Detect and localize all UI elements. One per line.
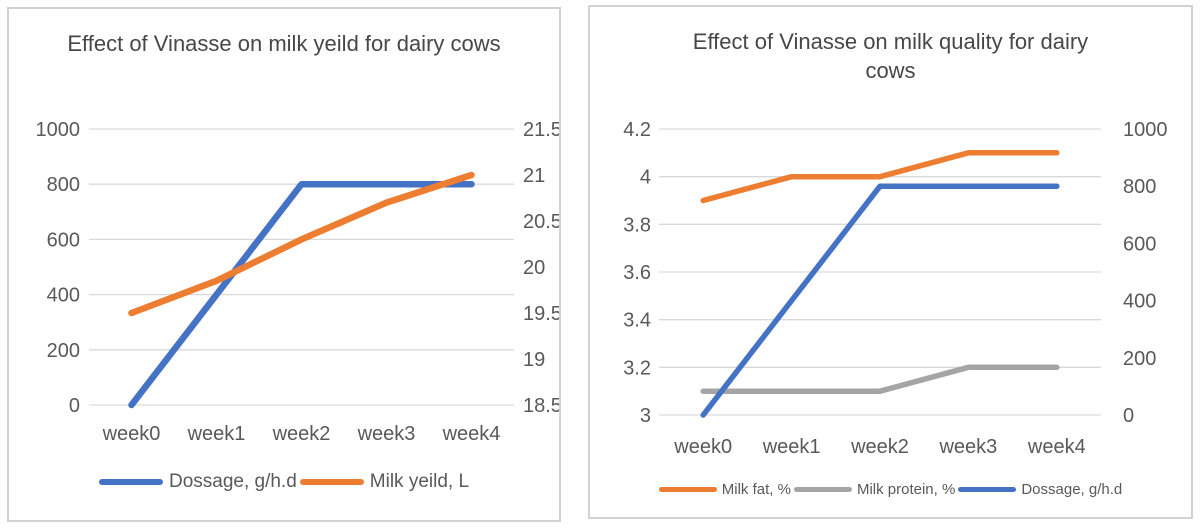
y-axis-right-tick-label: 400 — [1123, 291, 1156, 313]
y-axis-left-tick-label: 3 — [640, 405, 651, 427]
milk-quality-chart-card[interactable]: Effect of Vinasse on milk quality for da… — [588, 5, 1193, 519]
x-axis-tick-label: week0 — [673, 436, 732, 458]
milk-yield-chart-title: Effect of Vinasse on milk yeild for dair… — [67, 31, 501, 56]
x-axis-tick-label: week1 — [762, 436, 821, 458]
y-axis-left-tick-label: 400 — [47, 285, 80, 307]
legend-label: Dossage, g/h.d — [1021, 480, 1123, 498]
y-axis-left-tick-label: 4 — [640, 167, 651, 189]
milk-quality-chart-title: Effect of Vinasse on milk quality for da… — [692, 29, 1089, 83]
legend-item-milk-protein: Milk protein, % — [793, 480, 956, 498]
legend-item-milk-yeild-l: Milk yeild, L — [299, 471, 470, 493]
y-axis-right-tick-label: 0 — [1123, 405, 1134, 427]
x-axis-tick-label: week4 — [442, 423, 501, 445]
y-axis-right-tick-label: 19 — [523, 349, 545, 371]
legend-label: Dossage, g/h.d — [168, 471, 297, 492]
y-axis-right-tick-label: 20 — [523, 257, 545, 279]
x-axis-tick-label: week0 — [102, 423, 161, 445]
milk-quality-plot-area: 4.2 4 3.8 3.6 3.4 3.2 3 1000 800 600 400 200 0 week0 w… — [623, 119, 1168, 458]
y-axis-left-tick-label: 4.2 — [623, 119, 651, 141]
milk-yield-chart-card[interactable]: Effect of Vinasse on milk yeild for dair… — [7, 7, 561, 522]
legend-label: Milk protein, % — [856, 480, 956, 498]
series-line-milk-protein — [700, 364, 1060, 394]
legend-swatch-dossage-g-h-d — [958, 486, 1017, 492]
series-line-milk-fat — [700, 150, 1060, 204]
x-axis-tick-label: week3 — [938, 436, 997, 458]
series-line-milk-yeild-l — [128, 171, 475, 317]
legend-label: Milk fat, % — [721, 480, 791, 498]
y-axis-left-tick-label: 800 — [47, 174, 80, 196]
y-axis-right-tick-label: 20.5 — [523, 211, 559, 233]
y-axis-left-tick-label: 200 — [47, 340, 80, 362]
y-axis-left-tick-label: 3.8 — [623, 214, 651, 236]
y-axis-left-tick-label: 600 — [47, 229, 80, 251]
y-axis-left-tick-label: 3.4 — [623, 310, 651, 332]
y-axis-right-tick-label: 800 — [1123, 176, 1156, 198]
x-axis-tick-label: week4 — [1027, 436, 1086, 458]
series-line-dossage-g-h-d — [700, 183, 1060, 418]
y-axis-left-tick-label: 0 — [69, 395, 80, 417]
x-axis-tick-label: week1 — [187, 423, 246, 445]
y-axis-left-tick-label: 1000 — [36, 119, 81, 141]
y-axis-right-tick-label: 18.5 — [523, 395, 559, 417]
y-axis-right-tick-label: 600 — [1123, 233, 1156, 255]
legend-item-dossage-g-h-d: Dossage, g/h.d — [98, 471, 297, 493]
y-axis-right-tick-label: 19.5 — [523, 303, 559, 325]
x-axis-tick-label: week2 — [272, 423, 331, 445]
y-axis-left-tick-label: 3.2 — [623, 357, 651, 379]
y-axis-right-tick-label: 200 — [1123, 348, 1156, 370]
y-axis-right-tick-label: 21.5 — [523, 119, 559, 141]
series-line-dossage-g-h-d — [128, 180, 475, 409]
y-axis-left-tick-label: 3.6 — [623, 262, 651, 284]
milk-yield-plot-area: 1000 800 600 400 200 0 21.5 21 20.5 20 19.5 19 18.5 w… — [36, 119, 560, 445]
legend-item-dossage-g-h-d: Dossage, g/h.d — [958, 481, 1122, 498]
x-axis-tick-label: week3 — [357, 423, 416, 445]
milk-yield-chart-legend: Dossage, g/h.d Milk yeild, L — [9, 469, 559, 495]
legend-item-milk-fat: Milk fat, % — [658, 480, 791, 498]
y-axis-right-tick-label: 1000 — [1123, 119, 1168, 141]
legend-swatch-milk-protein — [793, 486, 852, 492]
x-axis-tick-label: week2 — [850, 436, 909, 458]
milk-quality-chart-legend: Milk fat, % Milk protein, % Dossage, g/h.d — [590, 476, 1191, 502]
legend-label: Milk yeild, L — [369, 471, 470, 492]
legend-swatch-dossage-g-h-d — [98, 479, 163, 485]
legend-swatch-milk-yeild-l — [299, 479, 364, 485]
y-axis-right-tick-label: 21 — [523, 165, 545, 187]
legend-swatch-milk-fat — [658, 486, 717, 492]
